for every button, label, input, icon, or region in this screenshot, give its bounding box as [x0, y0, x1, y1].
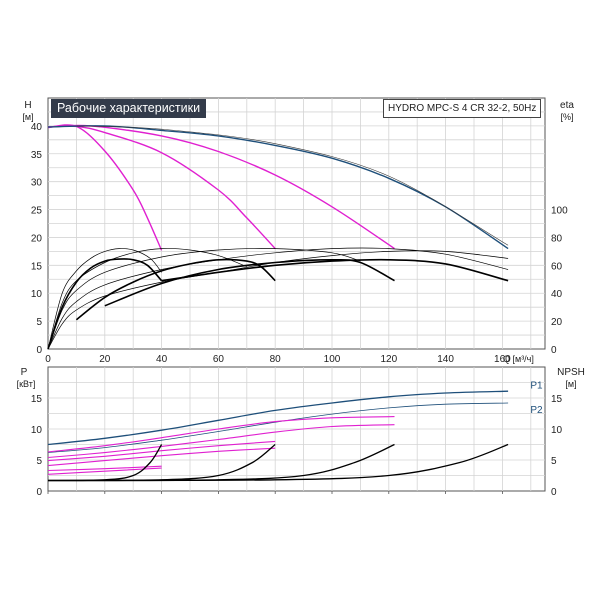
chart-title: Рабочие характеристики [51, 99, 207, 118]
top-y-right-tick-label: 20 [551, 317, 563, 328]
top-y-right-tick-label: 0 [551, 345, 557, 356]
bottom-y-right-tick-label: 15 [551, 394, 563, 405]
bottom-y-right-tick-label: 5 [551, 456, 557, 467]
top-y-right-tick-label: 80 [551, 233, 563, 244]
bottom-y-left-tick-label: 10 [31, 425, 43, 436]
top-y-right-axis-unit: [%] [560, 112, 573, 122]
top-x-tick-label: 40 [156, 354, 168, 365]
top-x-axis-label: Q [м³/ч] [503, 354, 534, 364]
top-x-tick-label: 100 [324, 354, 341, 365]
power-curve [47, 390, 509, 446]
top-y-left-tick-label: 25 [31, 206, 43, 217]
eta-curve [47, 248, 361, 350]
power-curve [47, 440, 276, 462]
power-curve [47, 467, 162, 475]
power-curve [47, 402, 509, 453]
bottom-y-left-tick-label: 5 [36, 456, 42, 467]
top-y-left-axis-label: H [24, 100, 31, 111]
power-series-label: P2 [530, 405, 543, 416]
power-curve [47, 416, 395, 453]
eta-curve [47, 258, 163, 350]
bottom-y-right-axis-label: NPSH [557, 367, 585, 378]
top-y-left-axis-unit: [м] [22, 112, 33, 122]
top-y-left-tick-label: 0 [36, 345, 42, 356]
eta-curve [47, 248, 162, 350]
bottom-y-right-tick-label: 0 [551, 487, 557, 498]
top-y-left-tick-label: 15 [31, 261, 43, 272]
top-y-left-tick-label: 20 [31, 233, 43, 244]
npsh-curve [47, 443, 509, 482]
power-series-label: P1 [530, 380, 543, 391]
eta-curve [47, 248, 247, 350]
top-y-right-tick-label: 40 [551, 289, 563, 300]
top-x-tick-label: 80 [270, 354, 282, 365]
top-x-tick-label: 140 [437, 354, 454, 365]
top-x-tick-label: 20 [99, 354, 111, 365]
power-curve [47, 447, 276, 467]
top-y-left-tick-label: 10 [31, 289, 43, 300]
top-y-right-tick-label: 100 [551, 206, 568, 217]
bottom-y-right-tick-label: 10 [551, 425, 563, 436]
bottom-y-left-tick-label: 15 [31, 394, 43, 405]
power-curve [47, 465, 162, 472]
top-x-tick-label: 160 [494, 354, 511, 365]
top-x-tick-label: 0 [45, 354, 51, 365]
chart-subtitle: HYDRO MPC-S 4 CR 32-2, 50Hz [383, 99, 542, 118]
top-y-left-tick-label: 35 [31, 150, 43, 161]
bottom-y-right-axis-unit: [м] [565, 379, 576, 389]
top-y-left-tick-label: 5 [36, 317, 42, 328]
power-curve [47, 424, 395, 459]
top-y-left-tick-label: 40 [31, 122, 43, 133]
bottom-y-left-axis-label: P [21, 367, 28, 378]
eta-curve [47, 250, 509, 350]
top-y-right-axis-label: eta [560, 100, 574, 111]
bottom-y-left-axis-unit: [кВт] [17, 379, 36, 389]
eta-curve [47, 247, 509, 350]
head-curve [76, 125, 509, 246]
top-x-tick-label: 60 [213, 354, 225, 365]
top-x-tick-label: 120 [380, 354, 397, 365]
bottom-y-left-tick-label: 0 [36, 487, 42, 498]
top-y-left-tick-label: 30 [31, 178, 43, 189]
top-y-right-tick-label: 60 [551, 261, 563, 272]
